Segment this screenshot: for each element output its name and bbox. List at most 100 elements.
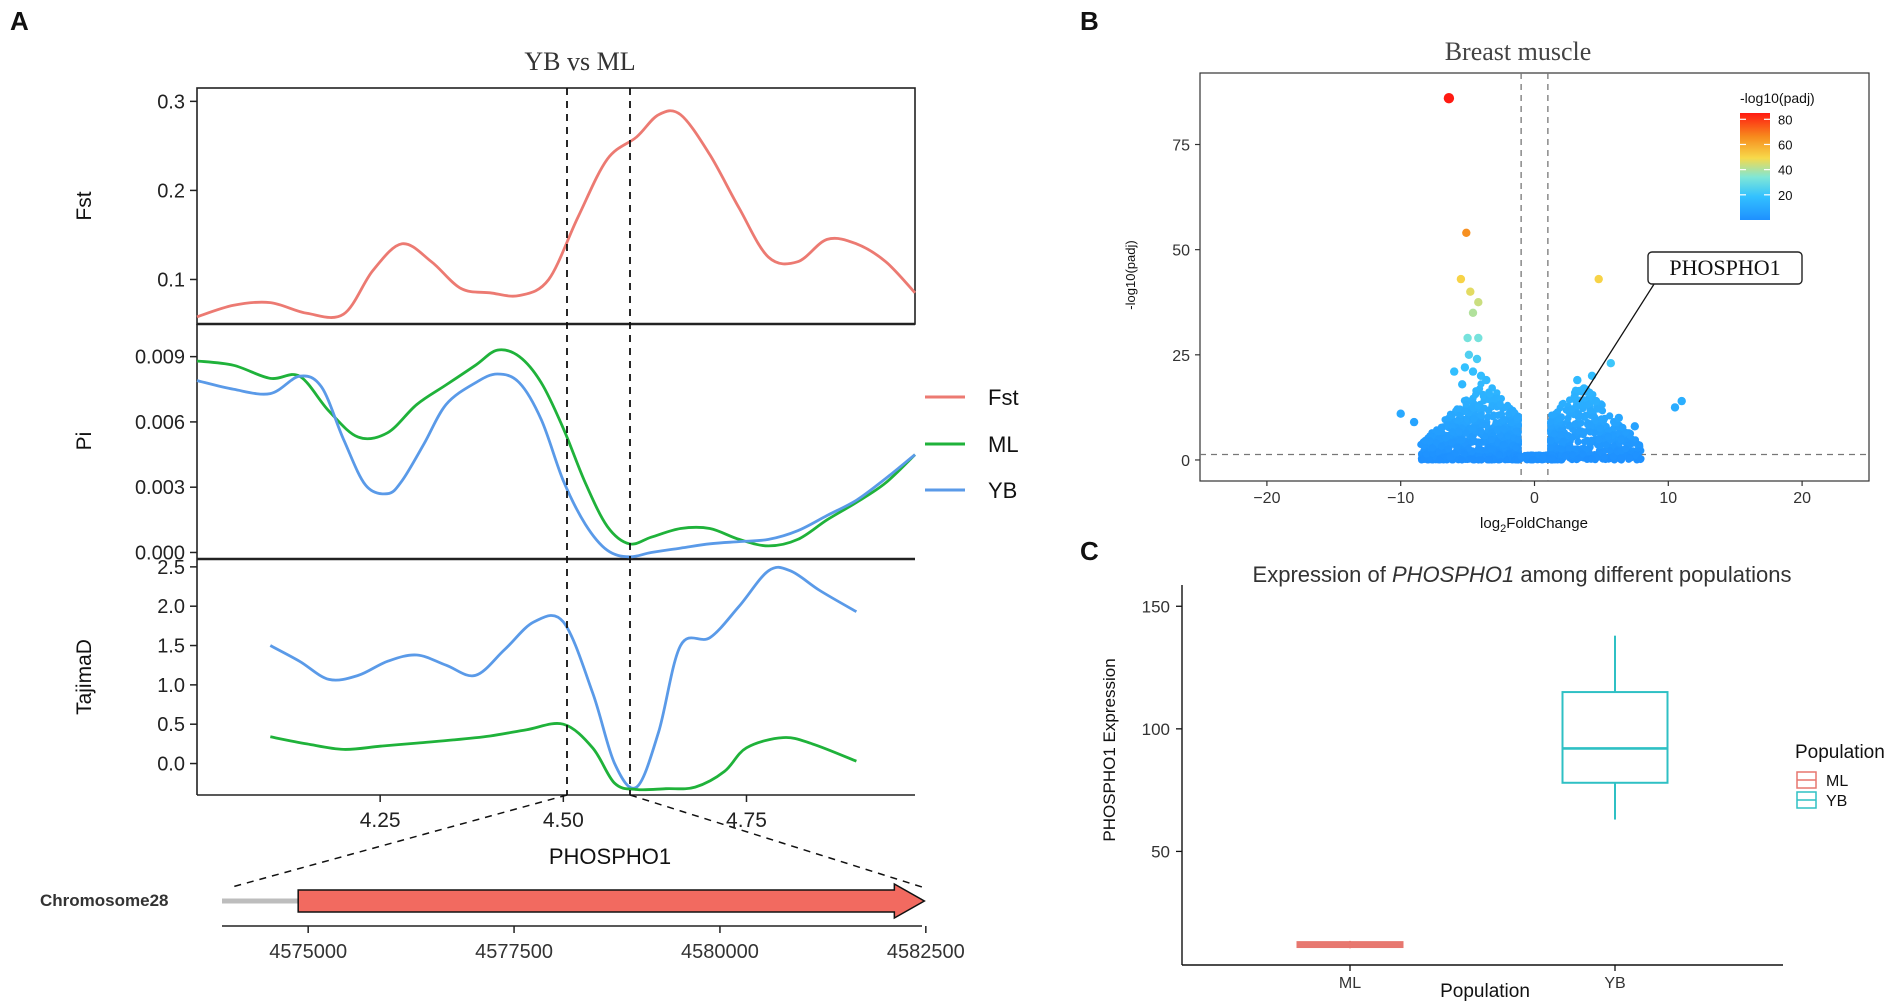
volcano-xtick-label: −10 <box>1387 490 1414 507</box>
boxplot-ytick-label: 100 <box>1142 720 1170 739</box>
volcano-point <box>1491 395 1499 403</box>
volcano-point <box>1593 405 1601 413</box>
fst-track-frame <box>196 87 916 325</box>
track-1-ytick-label: 0.009 <box>135 347 185 369</box>
tajimad-axis-label: TajimaD <box>73 639 96 715</box>
volcano-points <box>1396 93 1686 464</box>
volcano-point <box>1602 441 1610 449</box>
volcano-point <box>1600 453 1608 461</box>
volcano-point <box>1396 409 1405 418</box>
volcano-point <box>1559 399 1567 407</box>
volcano-point <box>1595 436 1603 444</box>
volcano-point <box>1493 426 1502 434</box>
box-ml <box>1296 940 1404 949</box>
volcano-point <box>1462 429 1470 437</box>
volcano-point <box>1486 390 1494 398</box>
volcano-point <box>1482 375 1491 385</box>
zoom-guide-right <box>629 794 923 888</box>
volcano-xtick-label: 0 <box>1530 490 1539 507</box>
volcano-point <box>1468 367 1478 376</box>
volcano-point <box>1444 445 1453 453</box>
volcano-point <box>1448 411 1456 420</box>
volcano-point <box>1477 411 1485 419</box>
volcano-point <box>1574 438 1582 446</box>
gene-track-ticks: 4575000 4577500 4580000 4582500 <box>269 926 965 963</box>
track-1-ytick-label: 0.000 <box>135 542 185 564</box>
volcano-point <box>1614 413 1624 423</box>
volcano-point <box>1421 436 1429 445</box>
line-fst-fst <box>196 109 917 319</box>
volcano-xtick-label: 10 <box>1659 490 1677 507</box>
volcano-ylabel: -log10(padj) <box>1123 240 1138 309</box>
volcano-point <box>1466 287 1475 296</box>
track-2-ytick-label: 0.5 <box>157 714 185 736</box>
panel-a-legend: Fst ML YB <box>925 385 1019 503</box>
volcano-point <box>1448 428 1457 436</box>
volcano-point <box>1492 419 1500 427</box>
gene-track: Chromosome28 4575000 4577500 4580000 458250… <box>40 794 965 963</box>
volcano-point <box>1547 437 1555 445</box>
volcano-point <box>1485 455 1493 463</box>
boxplot-boxes <box>1296 635 1669 949</box>
volcano-point <box>1564 414 1572 422</box>
volcano-point <box>1569 451 1577 459</box>
volcano-point <box>1477 427 1485 435</box>
volcano-point <box>1496 400 1504 408</box>
volcano-point <box>1562 406 1570 414</box>
volcano-point <box>1577 412 1585 420</box>
volcano-point <box>1488 436 1496 444</box>
panel-a-xtick-label: 4.50 <box>543 809 584 832</box>
volcano-point <box>1460 450 1468 458</box>
volcano-point <box>1454 416 1462 424</box>
track-2-ytick-label: 1.0 <box>157 675 185 697</box>
gene-xtick-label: 4582500 <box>887 941 965 963</box>
colorbar-tick-label: 80 <box>1778 112 1792 127</box>
panel-a-xlabel: PHOSPHO1 <box>549 844 671 869</box>
box-iqr <box>1561 691 1669 784</box>
line-tajimad-ml <box>270 722 857 792</box>
volcano-point <box>1604 433 1612 441</box>
volcano-point <box>1512 443 1520 452</box>
volcano-point <box>1475 456 1483 464</box>
volcano-point <box>1588 455 1596 463</box>
panel-a-ticks: 0.1 0.2 0.3 0.000 0.003 0.006 0.009 0.0 0.5 1.0 1.… <box>135 91 767 832</box>
volcano-point <box>1512 427 1520 435</box>
chromosome-label: Chromosome28 <box>40 891 168 910</box>
volcano-point <box>1485 407 1493 415</box>
volcano-point <box>1470 415 1478 423</box>
boxplot-xtick-label: YB <box>1604 975 1625 992</box>
volcano-xtick-label: 20 <box>1793 490 1811 507</box>
boxplot-legend-title: Population <box>1795 742 1885 763</box>
volcano-point <box>1500 415 1508 423</box>
gene-xtick-label: 4577500 <box>475 941 553 963</box>
volcano-point <box>1469 424 1477 432</box>
volcano-point <box>1432 439 1440 447</box>
panel-a-title: YB vs ML <box>524 47 635 76</box>
volcano-point <box>1517 452 1525 461</box>
line-pi-ml <box>196 348 916 548</box>
track-2-ytick-label: 0.0 <box>157 754 185 776</box>
volcano-point <box>1529 456 1537 464</box>
colorbar-tick-label: 60 <box>1778 137 1792 152</box>
volcano-point <box>1547 418 1555 426</box>
zoom-guide-left <box>231 794 568 888</box>
volcano-point <box>1594 274 1603 284</box>
volcano-point <box>1573 375 1582 385</box>
volcano-point <box>1461 407 1469 415</box>
track-2-ytick-label: 2.0 <box>157 596 185 618</box>
track-0-ytick-label: 0.1 <box>157 269 185 291</box>
boxplot-legend-ml: ML <box>1826 773 1848 790</box>
volcano-point <box>1450 367 1459 376</box>
panel-c-label: C <box>1080 536 1099 566</box>
volcano-ytick-label: 25 <box>1172 348 1190 365</box>
line-pi-yb <box>196 372 916 559</box>
volcano-point <box>1463 333 1472 343</box>
volcano-point <box>1609 452 1617 461</box>
volcano-point <box>1468 433 1477 441</box>
volcano-point <box>1592 417 1600 425</box>
volcano-point <box>1514 436 1522 444</box>
volcano-point <box>1474 333 1483 343</box>
volcano-point <box>1670 403 1680 412</box>
volcano-point <box>1472 354 1482 364</box>
